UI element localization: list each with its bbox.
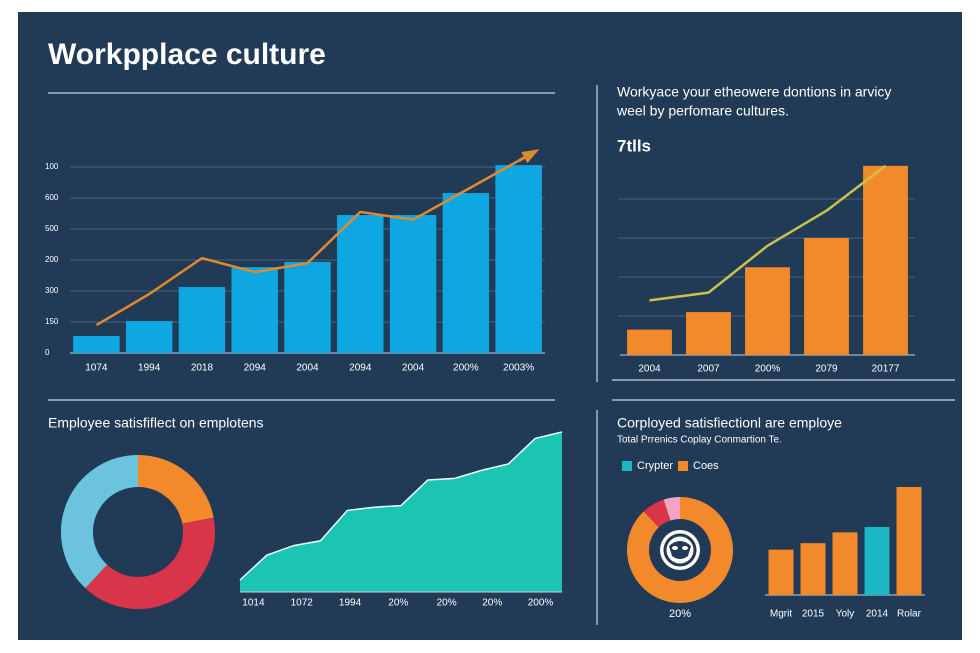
x-tick-label: 20% <box>388 598 408 609</box>
x-tick-label: 2015 <box>802 609 825 620</box>
bar <box>389 215 437 353</box>
legend-label: Coes <box>693 460 719 472</box>
bar <box>125 321 173 353</box>
y-tick-label: 0 <box>45 348 50 357</box>
legend-swatch <box>678 461 688 471</box>
x-tick-label: Mgrit <box>770 609 792 620</box>
bar <box>284 261 331 353</box>
x-tick-label: 2018 <box>191 363 214 374</box>
bar <box>495 165 542 353</box>
annotation: 20% <box>669 608 691 620</box>
donut-slice <box>61 455 139 589</box>
chart-title: Employee satisfiflect on emplotens <box>48 415 264 431</box>
x-tick-label: Yoly <box>836 609 855 620</box>
donut-slice <box>663 497 681 521</box>
x-tick-label: 20177 <box>872 364 900 375</box>
x-tick-label: 2003% <box>503 363 534 374</box>
icon <box>660 530 700 570</box>
bar <box>627 329 672 355</box>
bar <box>686 312 731 355</box>
area-edge <box>239 431 563 581</box>
x-tick-label: 2014 <box>866 609 889 620</box>
x-tick-label: 200% <box>528 598 554 609</box>
arrow-head <box>521 149 540 164</box>
x-tick-label: 2079 <box>815 364 838 375</box>
y-tick-label: 200 <box>45 255 59 264</box>
x-tick-label: 2094 <box>349 363 372 374</box>
legend-swatch <box>622 461 632 471</box>
x-tick-label: 1994 <box>339 598 362 609</box>
donut-slice <box>137 455 214 525</box>
donut-slice <box>643 499 671 528</box>
bar <box>337 215 384 353</box>
bar <box>745 267 790 355</box>
donut-slice <box>85 517 215 609</box>
x-tick-label: 2004 <box>402 363 425 374</box>
x-tick-label: 20% <box>482 598 502 609</box>
y-tick-label: 300 <box>45 286 59 295</box>
legend-label: Crypter <box>637 460 673 472</box>
y-tick-label: 500 <box>45 224 59 233</box>
line <box>95 159 520 327</box>
bar <box>804 238 849 355</box>
x-tick-label: 2094 <box>244 363 267 374</box>
bar <box>832 532 858 595</box>
page-title: Workpplace culture <box>48 38 326 71</box>
bar <box>864 526 890 595</box>
x-tick-label: 2004 <box>638 364 661 375</box>
x-tick-label: 20% <box>437 598 457 609</box>
bar <box>800 543 826 595</box>
bar <box>73 335 120 353</box>
x-tick-label: 2004 <box>296 363 319 374</box>
chart-subtitle: Total Prrenics Coplay Conmartion Te. <box>617 435 782 446</box>
y-tick-label: 150 <box>45 317 59 326</box>
x-tick-label: 2007 <box>697 364 720 375</box>
x-tick-label: Rolar <box>897 609 922 620</box>
x-tick-label: 1994 <box>138 363 161 374</box>
bar <box>768 549 794 595</box>
area <box>240 432 562 592</box>
bar <box>231 267 278 353</box>
x-tick-label: 1014 <box>242 598 265 609</box>
x-tick-label: 200% <box>453 363 479 374</box>
chart-title: Workyace your etheowere dontions in arvi… <box>617 84 891 100</box>
chart-title: Corployed satisfiectionl are employe <box>617 415 842 431</box>
donut-slice <box>627 497 733 603</box>
y-tick-label: 100 <box>45 162 59 171</box>
x-tick-label: 1074 <box>85 363 108 374</box>
annotation: 7tlls <box>617 136 651 155</box>
bar <box>863 165 908 355</box>
line <box>649 164 887 302</box>
x-tick-label: 200% <box>755 364 781 375</box>
x-tick-label: 1072 <box>291 598 314 609</box>
y-tick-label: 600 <box>45 193 59 202</box>
chart-title: weel by perfomare cultures. <box>616 103 789 119</box>
bar <box>442 193 490 353</box>
bar <box>178 286 226 353</box>
bar <box>896 487 922 595</box>
